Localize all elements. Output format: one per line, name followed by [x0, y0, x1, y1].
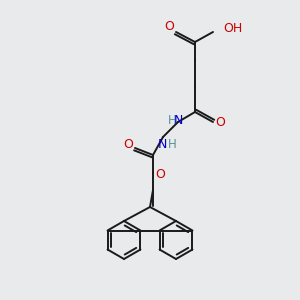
Text: O: O — [123, 137, 133, 151]
Text: O: O — [155, 169, 165, 182]
Text: N: N — [173, 115, 183, 128]
Text: N: N — [157, 137, 167, 151]
Text: H: H — [168, 115, 176, 128]
Text: O: O — [164, 20, 174, 34]
Text: H: H — [168, 137, 176, 151]
Text: OH: OH — [223, 22, 242, 34]
Text: O: O — [215, 116, 225, 128]
